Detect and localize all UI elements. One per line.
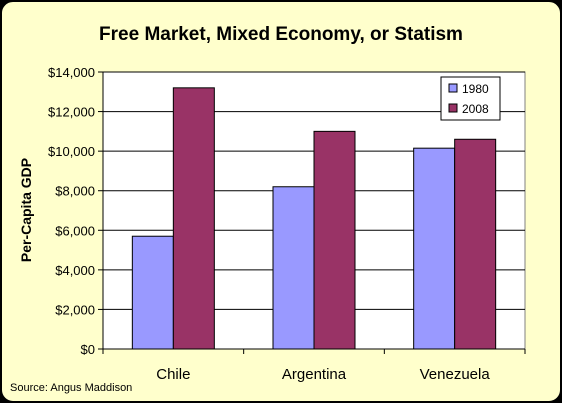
legend-swatch [448,83,458,93]
y-tick-label: $12,000 [48,105,95,120]
bar-2008-chile [172,87,215,350]
y-tick-label: $10,000 [48,144,95,159]
legend-label: 1980 [462,82,489,96]
bar-1980-argentina [272,186,315,350]
source-note: Source: Angus Maddison [10,382,132,394]
x-tick-label: Argentina [282,366,347,383]
y-axis-ticks: $0 $2,000 $4,000 $6,000 $8,000 $10,000 $12,000… [48,65,103,357]
legend-swatch [448,103,458,113]
bar-2008-argentina [313,130,356,350]
legend-label: 2008 [462,102,489,116]
y-tick-label: $6,000 [55,223,95,238]
bar-1980-venezuela [413,147,456,350]
x-axis-ticks: Chile Argentina Venezuela [102,349,526,383]
x-tick-label: Chile [156,366,190,383]
y-tick-label: $2,000 [55,302,95,317]
y-tick-label: $0 [81,342,95,357]
y-tick-label: $14,000 [48,65,95,80]
y-tick-label: $8,000 [55,184,95,199]
y-axis-label: Per-Capita GDP [18,158,34,262]
chart-title: Free Market, Mixed Economy, or Statism [99,24,463,45]
bar-2008-venezuela [454,138,497,350]
bar-1980-chile [131,235,174,350]
y-tick-label: $4,000 [55,263,95,278]
x-tick-label: Venezuela [420,366,491,383]
legend: 1980 2008 [440,76,501,121]
